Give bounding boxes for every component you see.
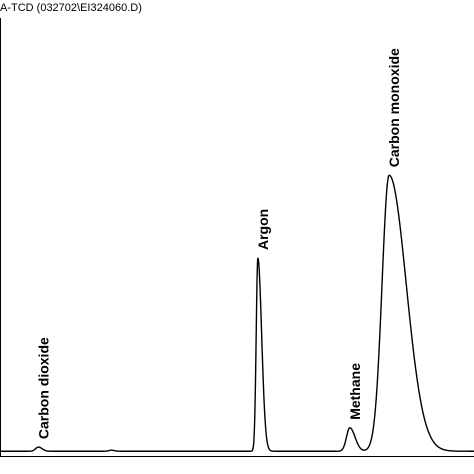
chromatogram-trace: [0, 174, 474, 452]
peak-label-carbon-dioxide: Carbon dioxide: [35, 337, 51, 439]
chart-title: A-TCD (032702\EI324060.D): [0, 2, 142, 14]
peak-label-methane: Methane: [347, 363, 363, 420]
peak-labels: Carbon dioxide Argon Methane Carbon monoxid…: [35, 48, 402, 439]
peak-label-argon: Argon: [255, 209, 271, 250]
peak-label-carbon-monoxide: Carbon monoxide: [386, 48, 402, 167]
